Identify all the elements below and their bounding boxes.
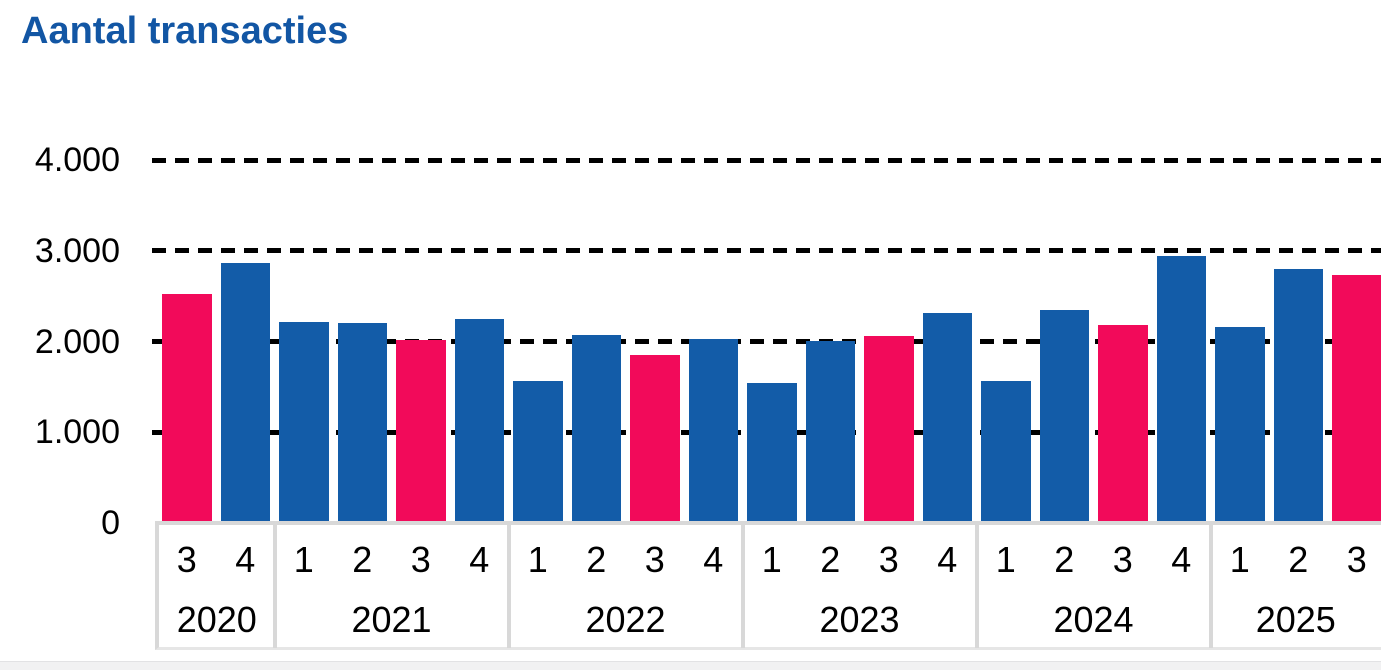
bar-2021-q2 (337, 323, 387, 523)
x-tick-2024-q1: 1 (995, 539, 1016, 580)
bar-2022-q1 (513, 381, 563, 523)
x-tick-2025-q1: 1 (1229, 539, 1250, 580)
x-tick-2024-q2: 2 (1054, 539, 1075, 580)
x-year-label-2022: 2022 (585, 599, 666, 640)
year-separator (1208, 525, 1213, 648)
year-separator (740, 525, 745, 648)
year-separator (506, 525, 511, 648)
bar-2022-q2 (571, 335, 621, 523)
bar-2025-q1 (1215, 326, 1265, 523)
bar-2024-q1 (981, 380, 1031, 523)
bar-2023-q4 (922, 313, 972, 523)
x-tick-2022-q4: 4 (703, 539, 724, 580)
bar-2023-q1 (747, 383, 797, 523)
x-tick-2021-q1: 1 (293, 539, 314, 580)
bar-2024-q2 (1039, 309, 1089, 523)
gridline-3000 (152, 248, 1381, 254)
x-tick-2025-q3: 3 (1346, 539, 1367, 580)
bottom-divider-strip (0, 661, 1381, 670)
x-tick-2022-q1: 1 (527, 539, 548, 580)
x-year-label-2023: 2023 (819, 599, 900, 640)
bar-2020-q3 (162, 294, 212, 523)
y-tick-label-3000: 3.000 (34, 231, 120, 270)
bar-2022-q4 (688, 338, 738, 523)
x-tick-2023-q1: 1 (761, 539, 782, 580)
bar-2025-q2 (1273, 268, 1323, 523)
x-tick-2021-q3: 3 (410, 539, 431, 580)
y-tick-label-2000: 2.000 (34, 322, 120, 361)
year-separator (272, 525, 277, 648)
x-tick-2022-q3: 3 (644, 539, 665, 580)
x-tick-2021-q2: 2 (352, 539, 373, 580)
x-tick-2020-q4: 4 (235, 539, 256, 580)
bar-2023-q2 (805, 340, 855, 523)
bar-2024-q3 (1098, 325, 1148, 523)
x-tick-2024-q3: 3 (1112, 539, 1133, 580)
year-separator (974, 525, 979, 648)
x-tick-2023-q4: 4 (937, 539, 958, 580)
y-tick-label-4000: 4.000 (34, 141, 120, 179)
bar-2024-q4 (1156, 256, 1206, 523)
x-year-label-2024: 2024 (1053, 599, 1134, 640)
x-tick-2023-q3: 3 (878, 539, 899, 580)
x-tick-2024-q4: 4 (1171, 539, 1192, 580)
gridline-2000 (152, 339, 1381, 344)
bar-2021-q4 (454, 318, 504, 523)
x-tick-2022-q2: 2 (586, 539, 607, 580)
chart-title: Aantal transacties (21, 10, 349, 52)
bar-2020-q4 (220, 263, 270, 523)
y-tick-label-1000: 1.000 (34, 413, 120, 452)
x-year-label-2021: 2021 (351, 599, 432, 640)
bar-2023-q3 (864, 336, 914, 523)
bar-2021-q3 (396, 339, 446, 523)
bar-2021-q1 (279, 321, 329, 523)
x-tick-2020-q3: 3 (176, 539, 197, 580)
x-year-label-2025: 2025 (1255, 599, 1336, 640)
gridline-4000 (152, 157, 1381, 163)
bar-2022-q3 (630, 355, 680, 523)
x-year-label-2020: 2020 (176, 599, 257, 640)
x-tick-2021-q4: 4 (469, 539, 490, 580)
bar-2025-q3 (1332, 275, 1381, 523)
y-tick-label-0: 0 (101, 504, 120, 542)
x-tick-2023-q2: 2 (820, 539, 841, 580)
x-axis-band (155, 521, 1381, 650)
x-tick-2025-q2: 2 (1288, 539, 1309, 580)
